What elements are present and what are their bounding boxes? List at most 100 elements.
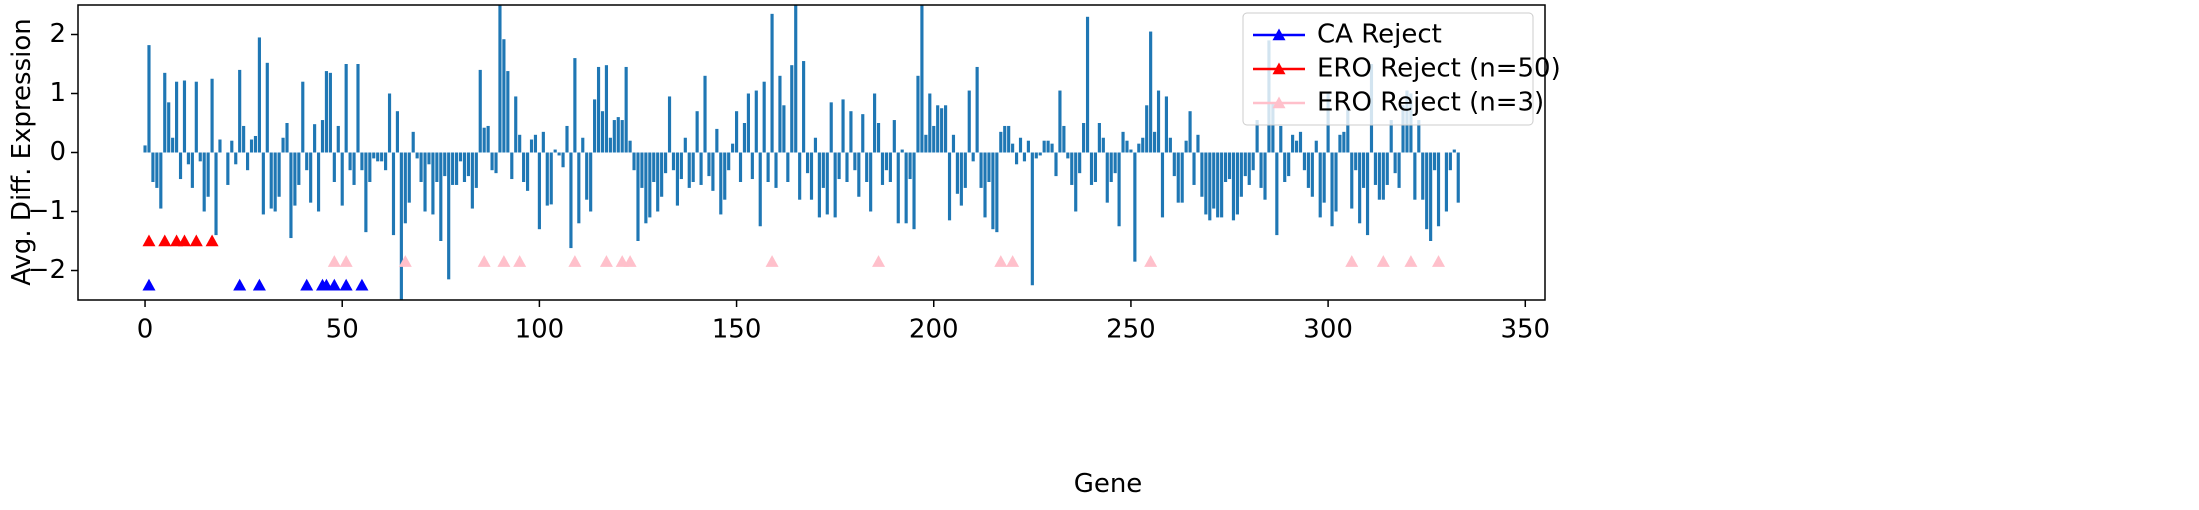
bar <box>344 64 348 153</box>
bar <box>1153 131 1157 153</box>
bar <box>1196 134 1200 153</box>
bar <box>703 75 707 153</box>
bar <box>466 152 470 177</box>
bar <box>482 127 486 153</box>
bar <box>1365 152 1370 236</box>
y-tick-label: 2 <box>49 19 66 49</box>
bar <box>861 114 865 153</box>
bar <box>833 152 837 218</box>
bar <box>951 134 956 153</box>
marker <box>252 278 266 291</box>
bar <box>182 80 187 153</box>
bar <box>853 152 857 171</box>
bar <box>423 152 427 212</box>
bar <box>178 152 183 180</box>
bar <box>1452 149 1456 153</box>
legend-box <box>1242 12 1534 126</box>
bar <box>1030 152 1034 286</box>
bar <box>407 152 411 203</box>
bar <box>553 149 557 153</box>
bar <box>518 134 522 153</box>
bar <box>1243 152 1247 177</box>
bar <box>186 152 190 165</box>
bar <box>1180 152 1184 203</box>
bar <box>411 131 415 153</box>
x-tick-label: 100 <box>515 315 565 345</box>
bar <box>257 37 261 153</box>
bar <box>1425 152 1429 230</box>
legend-label: ERO Reject (n=3) <box>1317 88 1544 118</box>
y-tick-label: 1 <box>49 78 66 108</box>
x-tick-label: 350 <box>1500 315 1550 345</box>
bar <box>936 105 940 153</box>
bar <box>731 143 735 153</box>
bar <box>1389 120 1393 153</box>
bar <box>419 152 423 182</box>
x-tick-label: 300 <box>1303 315 1353 345</box>
bar <box>944 105 948 153</box>
bar <box>640 152 644 188</box>
bar <box>1078 152 1082 174</box>
y-axis-label: Avg. Diff. Expression <box>7 18 37 286</box>
bar <box>1310 152 1314 197</box>
bar <box>1014 152 1019 165</box>
bar <box>975 66 979 153</box>
bar <box>624 66 628 153</box>
bar <box>802 61 806 153</box>
marker <box>765 255 779 267</box>
bar <box>443 152 447 177</box>
bar <box>1188 111 1192 153</box>
bar <box>194 81 198 153</box>
bar <box>147 45 151 153</box>
bar <box>348 152 352 171</box>
bar <box>1279 125 1283 153</box>
marker <box>327 255 341 267</box>
marker <box>339 278 353 291</box>
bar <box>529 139 534 153</box>
bar <box>845 152 849 182</box>
bar <box>660 152 664 197</box>
marker <box>623 255 637 267</box>
bar <box>896 152 900 224</box>
bar <box>360 152 364 171</box>
bar <box>1318 152 1322 218</box>
bar <box>376 152 380 162</box>
bar <box>585 152 589 200</box>
bar <box>545 152 549 206</box>
bar <box>1062 125 1066 153</box>
bar <box>384 152 388 171</box>
bar <box>1176 152 1180 203</box>
bar <box>1172 152 1176 177</box>
bar <box>869 152 873 212</box>
bar <box>1235 152 1239 215</box>
bar <box>817 152 821 218</box>
bar <box>1223 152 1228 182</box>
bar <box>695 111 699 153</box>
bar <box>1354 152 1358 171</box>
bar <box>533 134 538 153</box>
bar <box>616 117 620 153</box>
bar <box>924 134 928 153</box>
bar <box>908 152 912 180</box>
bar <box>596 66 601 153</box>
bar <box>873 93 877 153</box>
bar <box>849 111 853 153</box>
bar <box>265 62 269 153</box>
bar <box>723 152 727 200</box>
plot-frame <box>77 4 1546 301</box>
legend-marker <box>1272 62 1286 75</box>
bar <box>656 152 660 212</box>
bar <box>210 78 214 153</box>
bar <box>557 152 561 156</box>
bar <box>403 152 407 224</box>
bar <box>1117 152 1121 227</box>
bar <box>1082 123 1086 153</box>
bar <box>486 125 490 153</box>
bar <box>336 125 340 153</box>
bar <box>1109 152 1113 182</box>
bar <box>1168 137 1172 153</box>
bar <box>916 75 920 153</box>
bar <box>1129 149 1133 153</box>
bar <box>1346 108 1350 153</box>
bar <box>888 152 892 182</box>
